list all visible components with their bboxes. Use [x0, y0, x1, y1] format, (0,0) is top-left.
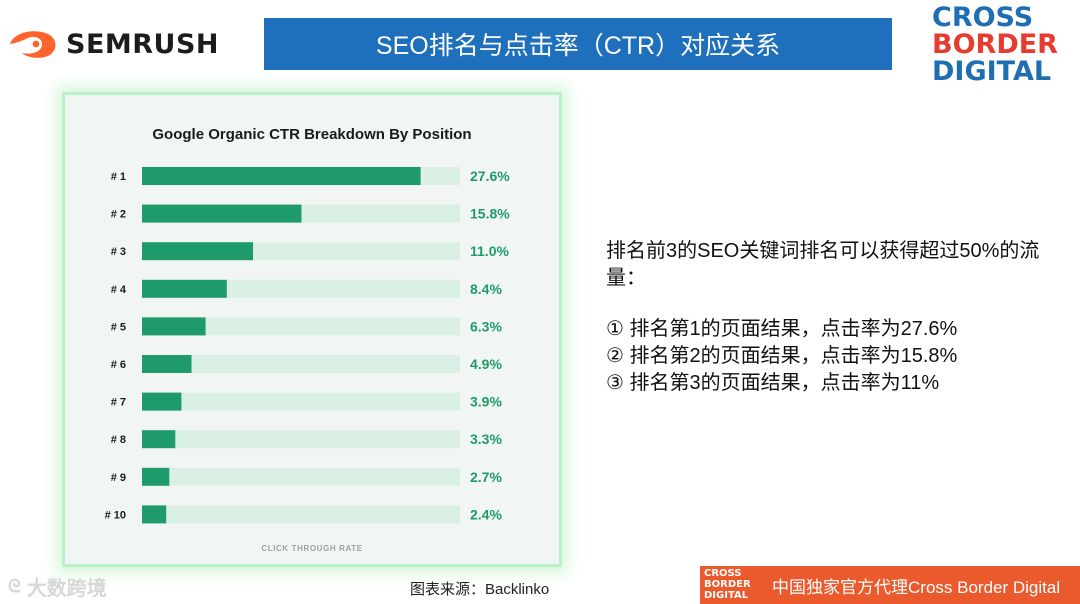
banner-logo-line-3: DIGITAL	[704, 590, 749, 601]
banner-text: 中国独家官方代理Cross Border Digital	[772, 577, 1061, 597]
category-label: # 5	[111, 321, 126, 333]
logo-line-2: BORDER	[932, 29, 1058, 60]
bar-track	[142, 355, 460, 373]
description-intro: 排名前3的SEO关键词排名可以获得超过50%的流量：	[606, 240, 1040, 289]
value-label: 27.6%	[470, 168, 510, 184]
value-label: 4.9%	[470, 356, 502, 372]
bar	[142, 167, 421, 185]
description-item-3: ③ 排名第3的页面结果，点击率为11%	[606, 372, 940, 394]
value-label: 15.8%	[470, 206, 510, 222]
bar	[142, 355, 192, 373]
ctr-bar-chart: Google Organic CTR Breakdown By Position…	[105, 126, 511, 553]
category-label: # 1	[111, 171, 126, 183]
semrush-logo: SEMRUSH	[8, 26, 219, 62]
page-title-text: SEO排名与点击率（CTR）对应关系	[375, 32, 781, 60]
description-panel: 排名前3的SEO关键词排名可以获得超过50%的流量： ① 排名第1的页面结果，点…	[606, 238, 1046, 397]
chart-source: 图表来源：Backlinko	[410, 581, 550, 598]
category-label: # 7	[111, 397, 126, 409]
semrush-fire-icon	[10, 31, 56, 58]
bar-track	[142, 392, 460, 411]
bar	[142, 279, 227, 298]
watermark: ᘓ 大数跨境	[8, 572, 107, 601]
category-label: # 4	[111, 284, 127, 296]
description-item-2: ② 排名第2的页面结果，点击率为15.8%	[606, 345, 958, 367]
bar	[142, 505, 167, 524]
value-label: 3.9%	[470, 394, 502, 410]
value-label: 3.3%	[470, 431, 502, 447]
category-label: # 6	[111, 359, 126, 371]
banner-logo: CROSS BORDER DIGITAL	[704, 568, 768, 602]
bar	[142, 430, 176, 449]
banner-logo-line-1: CROSS	[704, 568, 742, 579]
value-label: 8.4%	[470, 281, 502, 297]
bar	[142, 317, 206, 336]
description-item-1: ① 排名第1的页面结果，点击率为27.6%	[606, 318, 958, 340]
watermark-text: 大数跨境	[26, 578, 107, 600]
banner-logo-line-2: BORDER	[704, 579, 751, 590]
category-label: # 3	[111, 246, 126, 258]
bar	[142, 392, 182, 411]
bar-track	[142, 430, 460, 449]
bar-track	[142, 505, 460, 524]
bar	[142, 204, 302, 223]
bar-track	[142, 467, 460, 486]
value-label: 2.4%	[470, 506, 502, 522]
cross-border-digital-logo: CROSS BORDER DIGITAL	[932, 2, 1058, 92]
bar	[142, 242, 253, 261]
value-label: 2.7%	[470, 469, 502, 485]
value-label: 6.3%	[470, 318, 502, 334]
value-label: 11.0%	[470, 243, 509, 259]
ctr-chart-card: Google Organic CTR Breakdown By Position…	[62, 92, 562, 567]
bar-track	[142, 317, 460, 336]
semrush-wordmark: SEMRUSH	[66, 28, 220, 60]
logo-line-1: CROSS	[932, 2, 1034, 33]
chart-title: Google Organic CTR Breakdown By Position	[152, 126, 471, 143]
category-label: # 2	[111, 209, 126, 221]
watermark-logo-icon: ᘓ	[8, 576, 21, 596]
page-title: SEO排名与点击率（CTR）对应关系	[264, 18, 892, 70]
logo-line-3: DIGITAL	[932, 56, 1052, 87]
agency-banner: CROSS BORDER DIGITAL 中国独家官方代理Cross Borde…	[700, 566, 1080, 604]
category-label: # 10	[105, 509, 126, 521]
bar	[142, 467, 170, 486]
x-axis-label: CLICK THROUGH RATE	[261, 544, 362, 553]
category-label: # 8	[111, 434, 126, 446]
category-label: # 9	[111, 472, 126, 484]
